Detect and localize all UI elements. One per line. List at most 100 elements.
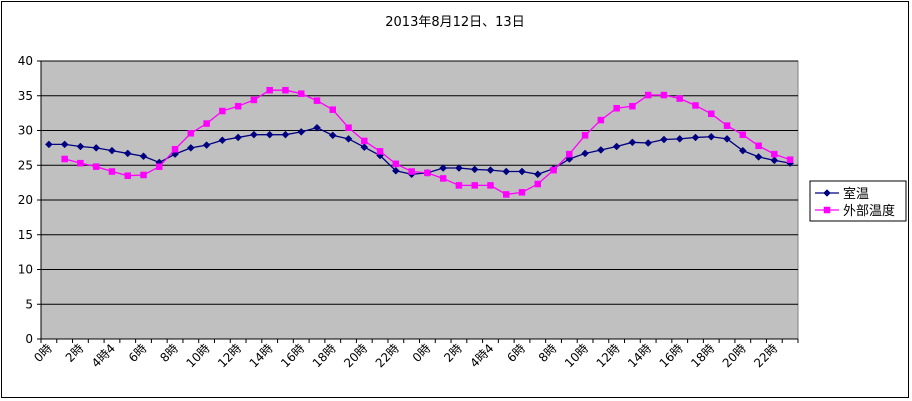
series-1 [45, 123, 794, 179]
y-tick-label: 25 [18, 158, 33, 172]
data-point [282, 86, 289, 94]
x-tick-label: 2時 [441, 341, 465, 365]
data-point [265, 130, 274, 139]
x-tick-label: 10時 [184, 341, 213, 370]
data-point [250, 130, 258, 139]
x-tick-label: 8時 [536, 341, 560, 365]
data-point [755, 142, 762, 150]
data-point [234, 102, 242, 110]
data-point [534, 180, 542, 188]
data-point [250, 96, 258, 104]
data-point [203, 120, 210, 127]
data-point [123, 149, 132, 158]
data-point [455, 182, 463, 189]
x-tick-label: 20時 [720, 341, 749, 370]
data-point [660, 135, 668, 144]
data-point [644, 139, 653, 147]
y-tick-label: 0 [25, 332, 33, 346]
data-point [550, 166, 557, 174]
data-point [566, 150, 573, 158]
data-point [156, 163, 163, 170]
x-tick-label: 12時 [215, 341, 244, 370]
data-point [171, 146, 179, 153]
data-point [360, 143, 369, 152]
data-point [61, 155, 68, 163]
series-2 [61, 86, 794, 198]
data-point [612, 142, 621, 151]
data-point [439, 175, 447, 182]
data-point [45, 140, 53, 149]
data-point [344, 134, 353, 143]
data-point [202, 141, 211, 149]
x-tick-label: 18時 [310, 341, 339, 370]
data-point [533, 170, 542, 179]
data-point [660, 91, 668, 99]
data-point [297, 90, 305, 97]
data-point [770, 156, 779, 165]
x-tick-label: 10時 [562, 341, 591, 370]
data-point [266, 86, 273, 94]
data-point [76, 142, 85, 151]
data-point [124, 172, 131, 179]
chart-title: 2013年8月12日、13日 [385, 15, 524, 30]
y-tick-label: 40 [18, 54, 33, 68]
data-point [139, 152, 148, 161]
legend-label: 室温 [843, 186, 869, 202]
data-point [597, 116, 605, 124]
legend-marker [823, 189, 831, 197]
data-point [692, 102, 699, 109]
data-point [313, 123, 321, 132]
x-tick-label: 16時 [657, 341, 686, 370]
data-point [486, 166, 495, 174]
x-tick-label: 2時 [63, 341, 87, 365]
data-point [707, 132, 716, 141]
y-tick-label: 10 [18, 263, 33, 277]
data-point [708, 110, 715, 118]
data-point [487, 182, 494, 189]
data-point [786, 156, 794, 163]
data-point [613, 105, 620, 112]
data-point [771, 150, 778, 158]
data-point [297, 128, 306, 136]
data-point [676, 95, 683, 102]
data-point [329, 106, 337, 113]
x-tick-label: 22時 [751, 341, 780, 370]
data-point [518, 167, 526, 176]
data-point [376, 148, 384, 155]
data-point [675, 134, 684, 143]
data-point [60, 140, 69, 149]
data-point [77, 159, 84, 167]
data-point [108, 146, 116, 155]
legend-label: 外部温度 [843, 203, 895, 219]
data-point [723, 122, 731, 129]
x-tick-label: 6時 [504, 341, 528, 365]
data-point [361, 137, 368, 145]
data-point [391, 166, 400, 175]
data-point [455, 164, 463, 172]
data-point [187, 130, 195, 137]
data-point [597, 146, 605, 154]
data-point [581, 149, 589, 158]
y-tick-label: 30 [18, 124, 33, 138]
x-tick-label: 0時 [31, 341, 55, 365]
x-tick-label: 6時 [126, 341, 150, 365]
x-tick-label: 16時 [278, 341, 307, 370]
x-tick-label: 12時 [594, 341, 623, 370]
data-point [471, 182, 478, 189]
data-point [281, 130, 290, 139]
data-point [328, 131, 337, 140]
y-tick-label: 35 [18, 89, 33, 103]
data-point [219, 107, 226, 115]
x-tick-label: 20時 [341, 341, 370, 370]
data-point [439, 164, 448, 172]
data-point [723, 134, 731, 143]
data-point [629, 102, 636, 110]
data-point [392, 160, 400, 168]
data-point [92, 144, 101, 152]
x-tick-label: 14時 [247, 341, 276, 370]
x-tick-label: 4時4 [467, 341, 496, 370]
data-point [739, 131, 747, 138]
y-tick-label: 5 [25, 297, 33, 311]
